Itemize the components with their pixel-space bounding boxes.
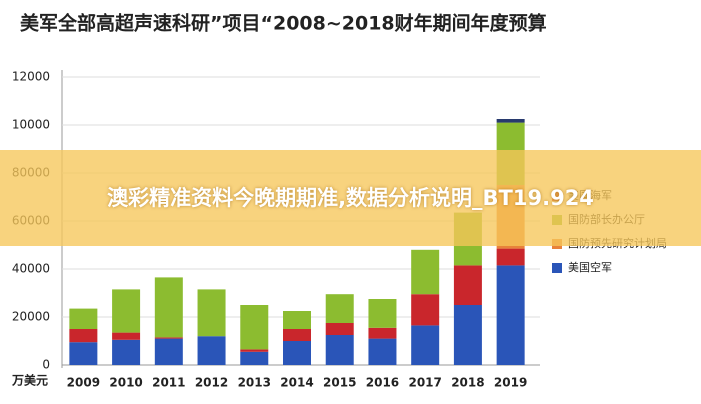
bar-segment (325, 335, 354, 365)
x-tick-label: 2011 (152, 376, 185, 390)
bar-segment (197, 336, 226, 365)
banner-text: 澳彩精准资料今晚期期准,数据分析说明_BT19.924 (107, 186, 594, 210)
x-tick-label: 2014 (280, 376, 313, 390)
legend-label: 美国空军 (568, 260, 612, 274)
legend-swatch (552, 263, 562, 273)
bar-segment (496, 119, 525, 123)
bar-segment (69, 308, 98, 329)
x-tick-label: 2009 (67, 376, 100, 390)
y-tick-label: 10000 (12, 118, 50, 132)
chart-title: 美军全部高超声速科研”项目“2008~2018财年期间年度预算 (20, 12, 547, 35)
bar-segment (411, 249, 440, 295)
bar-segment (453, 305, 482, 365)
bar-segment (69, 342, 98, 365)
bar-segment (325, 323, 354, 335)
bar-segment (283, 311, 311, 329)
bar-segment (496, 248, 525, 266)
bar-segment (154, 338, 183, 365)
bar-segment (283, 329, 311, 341)
x-tick-label: 2017 (408, 376, 441, 390)
bar-segment (154, 337, 183, 339)
bar-segment (368, 338, 397, 365)
bar-segment (240, 351, 269, 365)
bar-segment (283, 341, 311, 365)
x-tick-label: 2013 (238, 376, 271, 390)
bar-segment (453, 265, 482, 305)
x-tick-label: 2015 (323, 376, 356, 390)
bar-segment (411, 294, 440, 326)
bar-segment (154, 277, 183, 338)
bar-segment (368, 327, 397, 339)
bar-segment (496, 265, 525, 365)
bar-segment (69, 329, 98, 343)
y-tick-label: 20000 (12, 310, 50, 324)
bar-segment (112, 289, 141, 333)
bar-segment (325, 294, 354, 323)
y-tick-label: 0 (42, 358, 50, 372)
x-tick-label: 2019 (494, 376, 527, 390)
x-tick-label: 2016 (366, 376, 399, 390)
bar-segment (411, 325, 440, 365)
x-tick-label: 2010 (109, 376, 142, 390)
bar-segment (197, 289, 226, 337)
bar-segment (240, 305, 269, 350)
x-tick-label: 2012 (195, 376, 228, 390)
bar-segment (112, 339, 141, 365)
y-tick-label: 40000 (12, 262, 50, 276)
y-unit: 万美元 (11, 373, 48, 388)
bar-segment (368, 299, 397, 328)
bar-segment (112, 332, 141, 340)
banner: 澳彩精准资料今晚期期准,数据分析说明_BT19.924 (0, 150, 701, 246)
x-tick-label: 2018 (451, 376, 484, 390)
y-tick-label: 12000 (12, 70, 50, 84)
bar-segment (240, 349, 269, 352)
